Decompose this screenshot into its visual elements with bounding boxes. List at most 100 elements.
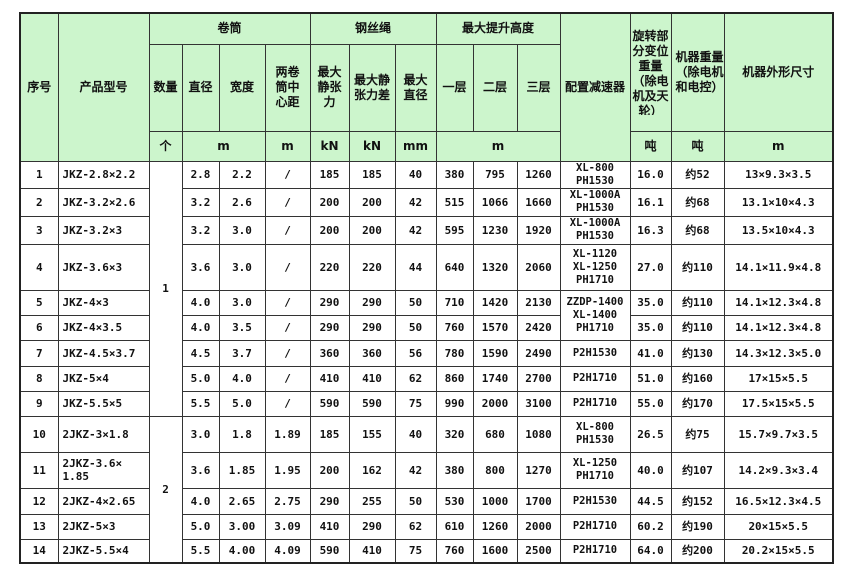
cell-rope-diff: 290 xyxy=(348,289,396,316)
cell-drum-width: 4.0 xyxy=(218,365,266,392)
cell-drum-dia: 5.0 xyxy=(181,365,220,392)
cell-drum-center: / xyxy=(264,160,311,189)
unit-drum: m xyxy=(181,130,266,162)
cell-rot-weight: 51.0 xyxy=(629,365,672,392)
cell-model: JKZ-3.2×2.6 xyxy=(57,187,150,217)
cell-reducer: P2H1710 xyxy=(559,390,631,417)
cell-drum-width: 3.5 xyxy=(218,314,266,341)
cell-reducer: XL-800 PH1530 xyxy=(559,160,631,189)
cell-lift-layer3: 1270 xyxy=(516,451,561,489)
cell-rot-weight: 40.0 xyxy=(629,451,672,489)
cell-drum-dia: 4.5 xyxy=(181,339,220,367)
header-weight: 机器重量（除电机和电控） xyxy=(670,12,725,132)
cell-rope-diff: 290 xyxy=(348,513,396,540)
cell-model: 2JKZ-5×3 xyxy=(57,513,150,540)
cell-rope-dia: 44 xyxy=(394,243,437,291)
cell-lift-layer3: 1260 xyxy=(516,160,561,189)
cell-rot-weight: 41.0 xyxy=(629,339,672,367)
cell-drum-dia: 5.5 xyxy=(181,538,220,564)
table-row: 1 JKZ-2.8×2.2 1 2.8 2.2/185 185 40 380 795 1260 XL… xyxy=(19,160,834,417)
cell-drum-dia: 2.8 xyxy=(181,160,220,189)
cell-drum-dia: 4.0 xyxy=(181,487,220,515)
cell-drum-center: 3.09 xyxy=(264,513,311,540)
cell-dims: 14.1×12.3×4.8 xyxy=(723,314,834,341)
cell-drum-center: / xyxy=(264,243,311,291)
table-row: 5 JKZ-4×3 4.0 3.0/290 290 50 710 1420 2130 ZZDP-1… xyxy=(19,289,834,341)
cell-weight: 约160 xyxy=(670,365,725,392)
cell-seq: 11 xyxy=(19,451,59,489)
cell-drum-dia: 3.2 xyxy=(181,187,220,217)
cell-lift-layer2: 1000 xyxy=(472,487,518,515)
cell-dims: 16.5×12.3×4.5 xyxy=(723,487,834,515)
cell-drum-width: 2.6 xyxy=(218,187,266,217)
cell-model: 2JKZ-4×2.65 xyxy=(57,487,150,515)
cell-seq: 1 xyxy=(19,160,59,189)
cell-dims: 17×15×5.5 xyxy=(723,365,834,392)
cell-rope-diff: 220 xyxy=(348,243,396,291)
cell-rope-tension: 185 xyxy=(309,160,350,189)
cell-drum-width: 3.0 xyxy=(218,289,266,316)
cell-seq: 13 xyxy=(19,513,59,540)
cell-drum-center: / xyxy=(264,339,311,367)
hoist-spec-table: 序号 产品型号 卷筒 钢丝绳 最大提升高度 配置减速器 旋转部分变位重量（除电机… xyxy=(19,12,834,564)
cell-drum-width: 2.2 xyxy=(218,160,266,189)
cell-seq: 8 xyxy=(19,365,59,392)
cell-dims: 14.1×12.3×4.8 xyxy=(723,289,834,316)
cell-drum-width: 4.00 xyxy=(218,538,266,564)
header-rot-weight: 旋转部分变位重量（除电机及天轮） xyxy=(629,12,672,132)
cell-lift-layer1: 780 xyxy=(435,339,474,367)
cell-lift-layer2: 795 xyxy=(472,160,518,189)
cell-drum-width: 3.00 xyxy=(218,513,266,540)
cell-rope-dia: 56 xyxy=(394,339,437,367)
cell-drum-width: 5.0 xyxy=(218,390,266,417)
cell-lift-layer1: 990 xyxy=(435,390,474,417)
table-row: 6 JKZ-4×3.5 4.0 3.5/290 290 50 760 1570 2420 35.0… xyxy=(19,314,834,341)
cell-model: JKZ-5.5×5 xyxy=(57,390,150,417)
cell-rope-tension: 185 xyxy=(309,415,350,453)
cell-lift-layer2: 680 xyxy=(472,415,518,453)
unit-lift: m xyxy=(435,130,561,162)
cell-drum-center: / xyxy=(264,215,311,245)
cell-seq: 3 xyxy=(19,215,59,245)
cell-weight: 约68 xyxy=(670,187,725,217)
cell-lift-layer3: 2130 xyxy=(516,289,561,316)
cell-lift-layer1: 610 xyxy=(435,513,474,540)
cell-lift-layer1: 860 xyxy=(435,365,474,392)
cell-lift-layer1: 760 xyxy=(435,314,474,341)
cell-drum-dia: 4.0 xyxy=(181,289,220,316)
cell-lift-layer3: 2490 xyxy=(516,339,561,367)
cell-reducer: P2H1710 xyxy=(559,365,631,392)
cell-reducer: XL-800 PH1530 xyxy=(559,415,631,453)
cell-rot-weight: 16.0 xyxy=(629,160,672,189)
cell-drum-center: / xyxy=(264,289,311,316)
unit-diff: kN xyxy=(348,130,396,162)
cell-model: 2JKZ-3×1.8 xyxy=(57,415,150,453)
cell-lift-layer2: 1230 xyxy=(472,215,518,245)
cell-lift-layer2: 1570 xyxy=(472,314,518,341)
cell-lift-layer1: 515 xyxy=(435,187,474,217)
cell-lift-layer1: 640 xyxy=(435,243,474,291)
cell-drum-width: 2.65 xyxy=(218,487,266,515)
cell-lift-layer3: 3100 xyxy=(516,390,561,417)
cell-weight: 约190 xyxy=(670,513,725,540)
cell-model: JKZ-4×3 xyxy=(57,289,150,316)
cell-rope-diff: 200 xyxy=(348,187,396,217)
cell-reducer: XL-1250 PH1710 xyxy=(559,451,631,489)
cell-drum-center: 2.75 xyxy=(264,487,311,515)
cell-drum-width: 3.0 xyxy=(218,215,266,245)
cell-dims: 20×15×5.5 xyxy=(723,513,834,540)
cell-reducer: P2H1710 xyxy=(559,538,631,564)
cell-lift-layer2: 1420 xyxy=(472,289,518,316)
cell-lift-layer1: 320 xyxy=(435,415,474,453)
cell-lift-layer2: 1320 xyxy=(472,243,518,291)
cell-lift-layer3: 1700 xyxy=(516,487,561,515)
cell-dims: 15.7×9.7×3.5 xyxy=(723,415,834,453)
cell-drum-dia: 3.0 xyxy=(181,415,220,453)
cell-drum-dia: 5.5 xyxy=(181,390,220,417)
cell-rope-tension: 200 xyxy=(309,215,350,245)
cell-rope-tension: 220 xyxy=(309,243,350,291)
cell-rope-dia: 50 xyxy=(394,314,437,341)
cell-drum-width: 1.8 xyxy=(218,415,266,453)
cell-rot-weight: 44.5 xyxy=(629,487,672,515)
cell-rope-dia: 40 xyxy=(394,160,437,189)
